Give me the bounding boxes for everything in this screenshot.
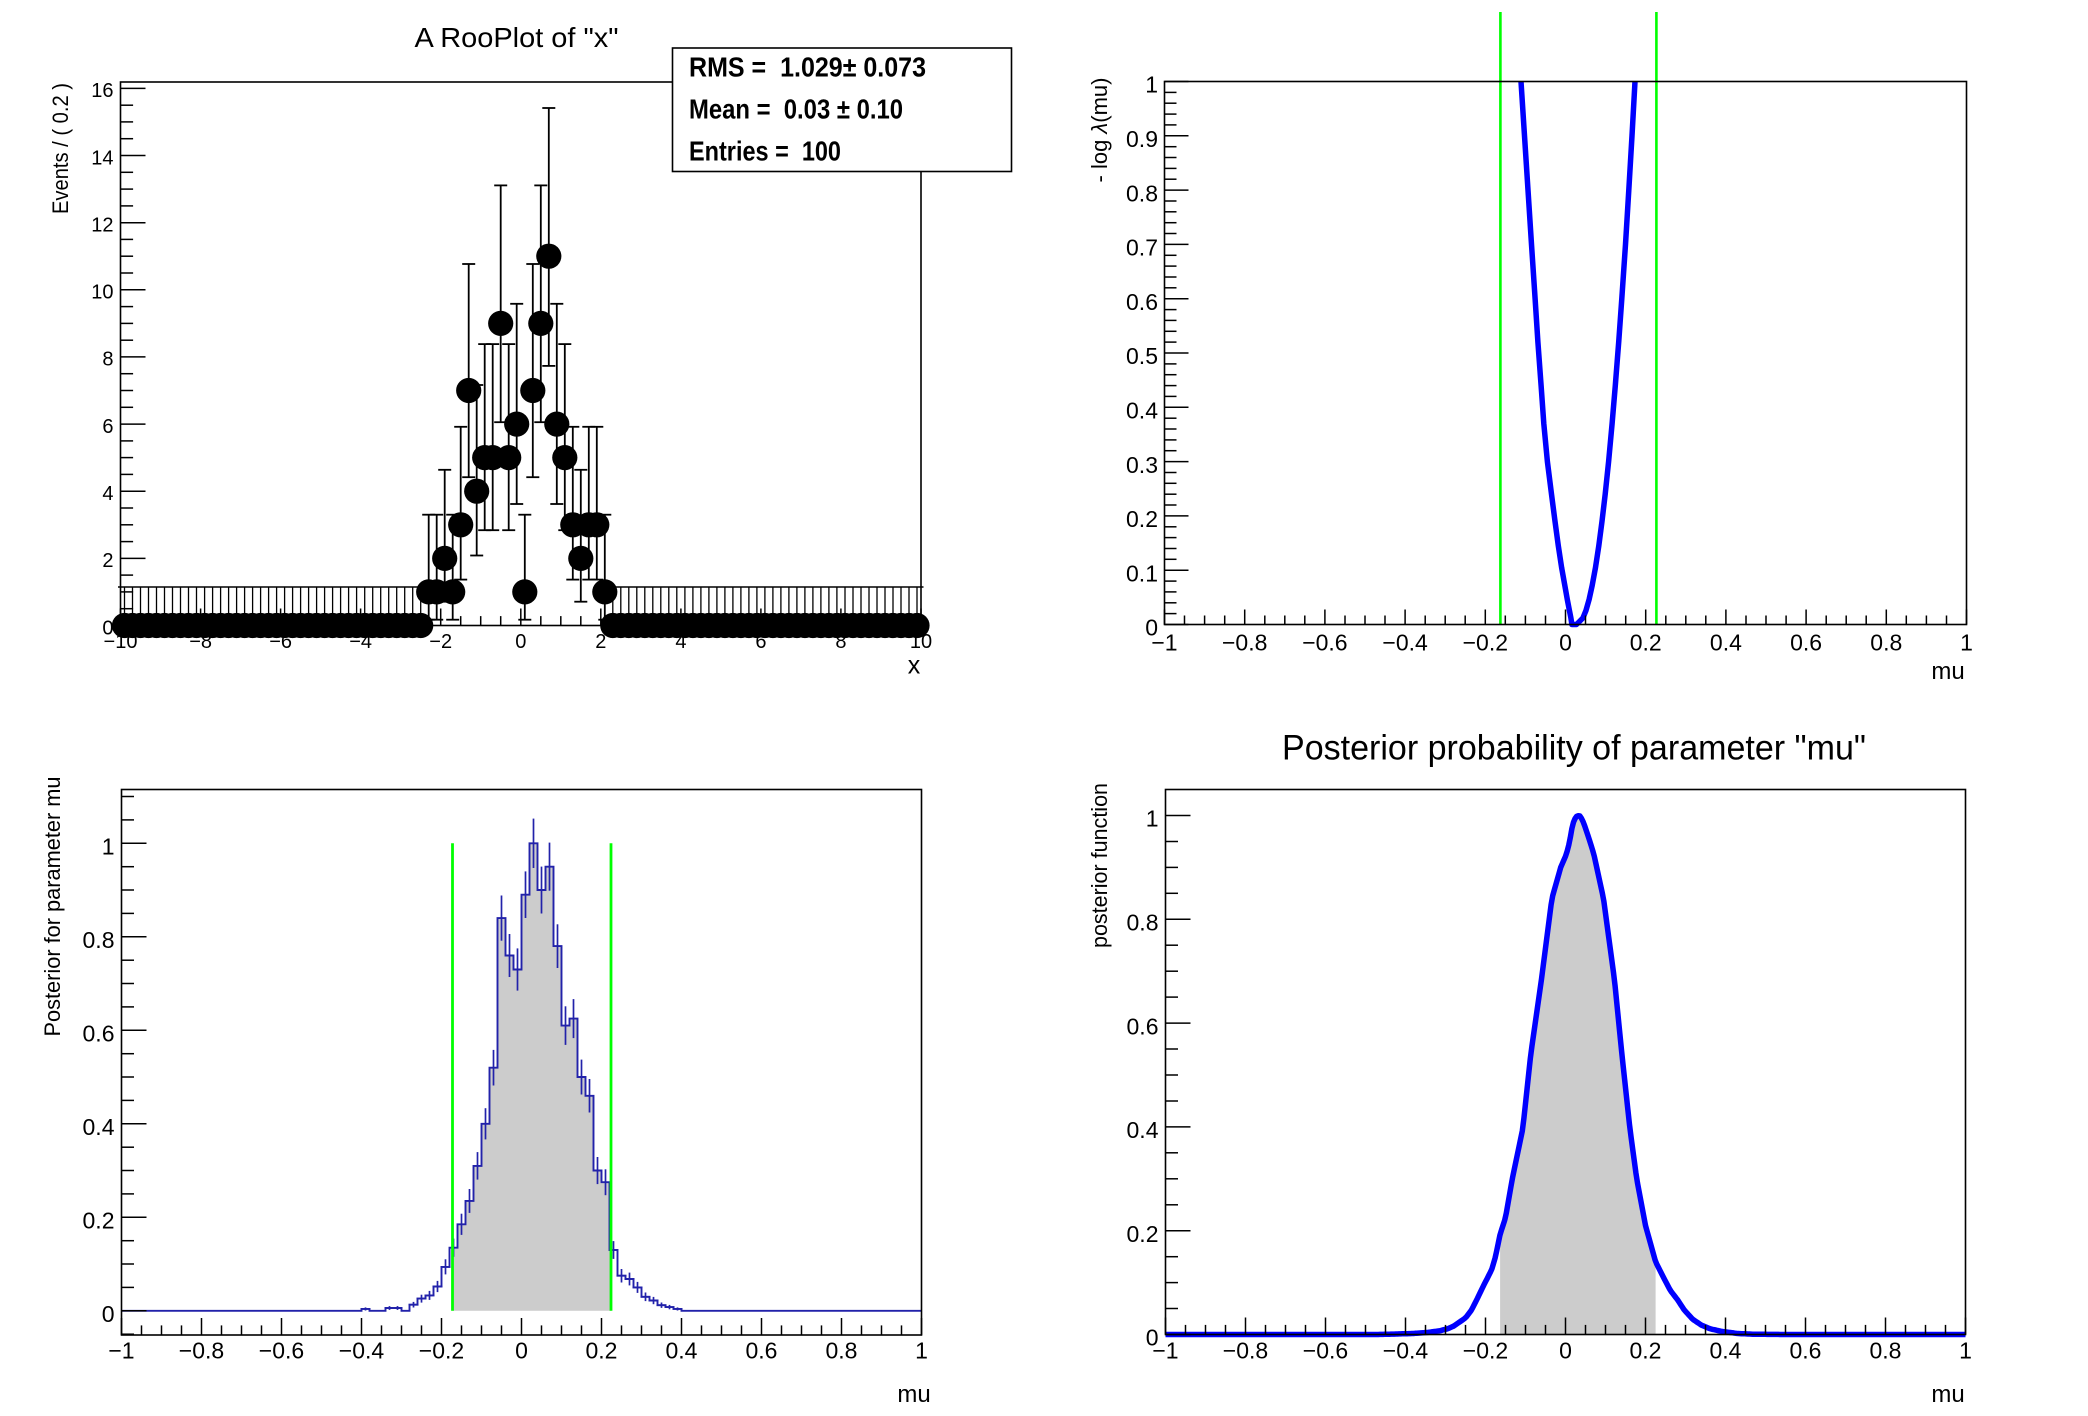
svg-text:0.2: 0.2: [1630, 630, 1662, 656]
svg-text:Events / ( 0.2 ): Events / ( 0.2 ): [48, 83, 73, 214]
svg-text:0.5: 0.5: [1126, 343, 1158, 369]
svg-text:4: 4: [675, 631, 686, 653]
svg-text:16: 16: [91, 80, 113, 102]
svg-text:0.9: 0.9: [1126, 126, 1158, 152]
svg-text:Posterior probability of param: Posterior probability of parameter "mu": [1282, 729, 1866, 768]
svg-text:0.1: 0.1: [1126, 560, 1158, 586]
svg-text:0.8: 0.8: [1870, 630, 1902, 656]
svg-text:6: 6: [755, 631, 766, 653]
svg-text:0: 0: [1145, 615, 1158, 641]
svg-text:−0.4: −0.4: [339, 1338, 385, 1364]
svg-text:6: 6: [102, 416, 113, 438]
svg-text:−0.4: −0.4: [1382, 630, 1428, 656]
svg-text:0.4: 0.4: [1127, 1117, 1159, 1143]
svg-text:0.2: 0.2: [1630, 1338, 1662, 1364]
svg-text:0.6: 0.6: [83, 1021, 115, 1047]
svg-text:0.4: 0.4: [1710, 630, 1742, 656]
svg-text:14: 14: [91, 147, 113, 169]
svg-text:0.6: 0.6: [1126, 289, 1158, 315]
svg-text:0.8: 0.8: [1126, 180, 1158, 206]
svg-text:−6: −6: [269, 631, 292, 653]
svg-text:0.6: 0.6: [1790, 1338, 1822, 1364]
svg-text:8: 8: [835, 631, 846, 653]
svg-text:0.3: 0.3: [1126, 452, 1158, 478]
svg-text:0: 0: [1559, 1338, 1572, 1364]
svg-text:1: 1: [1960, 630, 1973, 656]
svg-text:0.6: 0.6: [746, 1338, 778, 1364]
svg-text:Posterior for parameter mu: Posterior for parameter mu: [40, 777, 65, 1037]
svg-text:−0.8: −0.8: [1223, 1338, 1268, 1364]
svg-text:−0.6: −0.6: [1302, 630, 1347, 656]
svg-text:−0.4: −0.4: [1383, 1338, 1429, 1364]
svg-text:0: 0: [102, 1301, 115, 1327]
svg-text:0.7: 0.7: [1126, 235, 1158, 261]
svg-text:0.8: 0.8: [83, 927, 115, 953]
svg-text:0: 0: [1146, 1325, 1159, 1351]
svg-text:10: 10: [91, 282, 113, 304]
svg-text:0.8: 0.8: [1127, 910, 1159, 936]
svg-text:0.4: 0.4: [1126, 398, 1158, 424]
svg-text:−10: −10: [104, 631, 138, 653]
svg-text:10: 10: [910, 631, 932, 653]
svg-text:0.2: 0.2: [83, 1208, 115, 1234]
svg-text:−0.8: −0.8: [179, 1338, 224, 1364]
svg-text:0.4: 0.4: [666, 1338, 698, 1364]
svg-text:−1: −1: [1152, 1338, 1178, 1364]
svg-text:x: x: [908, 652, 921, 680]
svg-text:8: 8: [102, 349, 113, 371]
svg-text:mu: mu: [1931, 658, 1964, 685]
svg-text:−4: −4: [349, 631, 372, 653]
svg-text:mu: mu: [897, 1381, 930, 1408]
svg-text:0.2: 0.2: [586, 1338, 618, 1364]
svg-text:1: 1: [915, 1338, 928, 1364]
svg-text:0.2: 0.2: [1126, 506, 1158, 532]
svg-text:12: 12: [91, 215, 113, 237]
svg-text:1: 1: [1959, 1338, 1972, 1364]
svg-text:0.6: 0.6: [1127, 1013, 1159, 1039]
svg-text:−0.6: −0.6: [259, 1338, 304, 1364]
svg-text:0.2: 0.2: [1127, 1221, 1159, 1247]
svg-text:−0.6: −0.6: [1303, 1338, 1348, 1364]
svg-text:−0.2: −0.2: [419, 1338, 464, 1364]
svg-text:−1: −1: [1151, 630, 1177, 656]
svg-text:0.4: 0.4: [1710, 1338, 1742, 1364]
svg-text:1: 1: [1146, 806, 1159, 832]
svg-text:Entries = 100: Entries = 100: [689, 136, 841, 167]
svg-text:posterior function: posterior function: [1087, 783, 1112, 948]
svg-text:0: 0: [515, 631, 526, 653]
svg-text:0: 0: [102, 617, 113, 639]
svg-text:A RooPlot of "x": A RooPlot of "x": [415, 22, 619, 53]
svg-text:−2: −2: [429, 631, 452, 653]
svg-text:2: 2: [102, 550, 113, 572]
svg-text:0: 0: [1559, 630, 1572, 656]
svg-text:0.6: 0.6: [1790, 630, 1822, 656]
svg-text:0.8: 0.8: [1870, 1338, 1902, 1364]
svg-text:Mean = 0.03 ± 0.10: Mean = 0.03 ± 0.10: [689, 94, 903, 125]
svg-text:−0.2: −0.2: [1463, 630, 1508, 656]
svg-text:1: 1: [1145, 72, 1158, 98]
svg-text:−1: −1: [108, 1338, 134, 1364]
svg-text:0.4: 0.4: [83, 1114, 115, 1140]
svg-text:- log λ(mu): - log λ(mu): [1087, 78, 1112, 183]
svg-text:0.8: 0.8: [826, 1338, 858, 1364]
svg-text:2: 2: [595, 631, 606, 653]
svg-text:−0.2: −0.2: [1463, 1338, 1508, 1364]
svg-text:1: 1: [102, 834, 115, 860]
svg-text:mu: mu: [1931, 1381, 1964, 1408]
svg-text:−0.8: −0.8: [1222, 630, 1267, 656]
svg-text:4: 4: [102, 483, 113, 505]
svg-text:−8: −8: [189, 631, 212, 653]
svg-text:0: 0: [515, 1338, 528, 1364]
svg-text:RMS = 1.029± 0.073: RMS = 1.029± 0.073: [689, 52, 926, 83]
